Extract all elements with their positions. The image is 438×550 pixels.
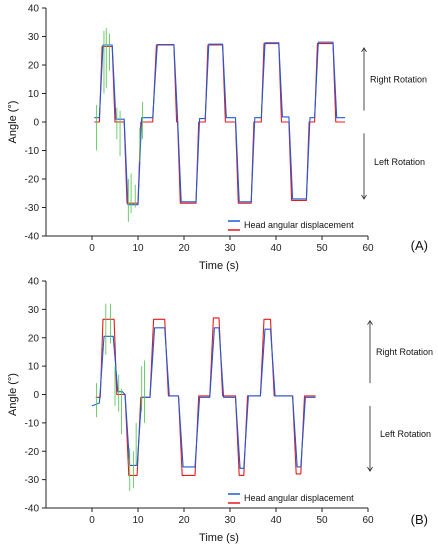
x-tick-label: 60 — [362, 515, 374, 526]
y-tick-label: -20 — [25, 175, 40, 186]
right-rotation-label: Right Rotation — [370, 74, 427, 84]
y-tick-label: -10 — [25, 418, 40, 429]
arrowhead-up — [361, 47, 367, 53]
y-axis-label: Angle (°) — [7, 101, 19, 144]
x-tick-label: 30 — [224, 515, 236, 526]
y-tick-label: 40 — [28, 277, 40, 288]
x-tick-label: 30 — [224, 243, 236, 254]
y-tick-label: 30 — [28, 305, 40, 316]
y-tick-label: 20 — [28, 333, 40, 344]
y-tick-label: -30 — [25, 475, 40, 486]
y-tick-label: 10 — [28, 89, 40, 100]
y-tick-label: 0 — [33, 118, 39, 129]
left-rotation-label: Left Rotation — [380, 429, 431, 439]
arrowhead-up — [367, 319, 373, 325]
x-tick-label: 50 — [316, 243, 328, 254]
x-tick-label: 20 — [178, 515, 190, 526]
arrowhead-down — [367, 466, 373, 472]
legend-label: Head angular displacement — [244, 493, 354, 503]
y-tick-label: -10 — [25, 146, 40, 157]
x-tick-label: 10 — [132, 243, 144, 254]
y-tick-label: 10 — [28, 362, 40, 373]
x-axis-label: Time (s) — [199, 532, 239, 544]
y-tick-label: 30 — [28, 32, 40, 43]
y-axis-label: Angle (°) — [7, 373, 19, 416]
chart-panel-a: 40 30 20 10 0 -10 -20 -30 -40 0 10 20 30 40 50 60 Time (… — [7, 4, 428, 273]
y-tick-label: 0 — [33, 390, 39, 401]
arrowhead-down — [361, 194, 367, 200]
x-axis-label: Time (s) — [199, 260, 239, 272]
right-rotation-label: Right Rotation — [376, 347, 433, 357]
y-tick-label: -20 — [25, 447, 40, 458]
x-tick-label: 20 — [178, 243, 190, 254]
y-tick-label: -40 — [25, 504, 40, 515]
legend-label: Head angular displacement — [244, 220, 354, 230]
chart-panel-b: 40 30 20 10 0 -10 -20 -30 -40 0 10 20 30 40 50 60 Time (… — [7, 277, 433, 545]
x-tick-label: 50 — [316, 515, 328, 526]
y-tick-label: -40 — [25, 232, 40, 243]
x-tick-label: 0 — [89, 515, 95, 526]
x-tick-label: 10 — [132, 515, 144, 526]
x-tick-label: 60 — [362, 243, 374, 254]
panel-label: (A) — [411, 238, 428, 253]
y-tick-label: 40 — [28, 4, 40, 15]
x-tick-label: 40 — [270, 515, 282, 526]
x-tick-label: 0 — [89, 243, 95, 254]
y-tick-label: -30 — [25, 203, 40, 214]
series-line-blue — [91, 327, 316, 469]
panel-label: (B) — [411, 512, 428, 527]
y-tick-label: 20 — [28, 61, 40, 72]
x-tick-label: 40 — [270, 243, 282, 254]
left-rotation-label: Left Rotation — [374, 157, 425, 167]
series-line-blue — [94, 41, 345, 206]
